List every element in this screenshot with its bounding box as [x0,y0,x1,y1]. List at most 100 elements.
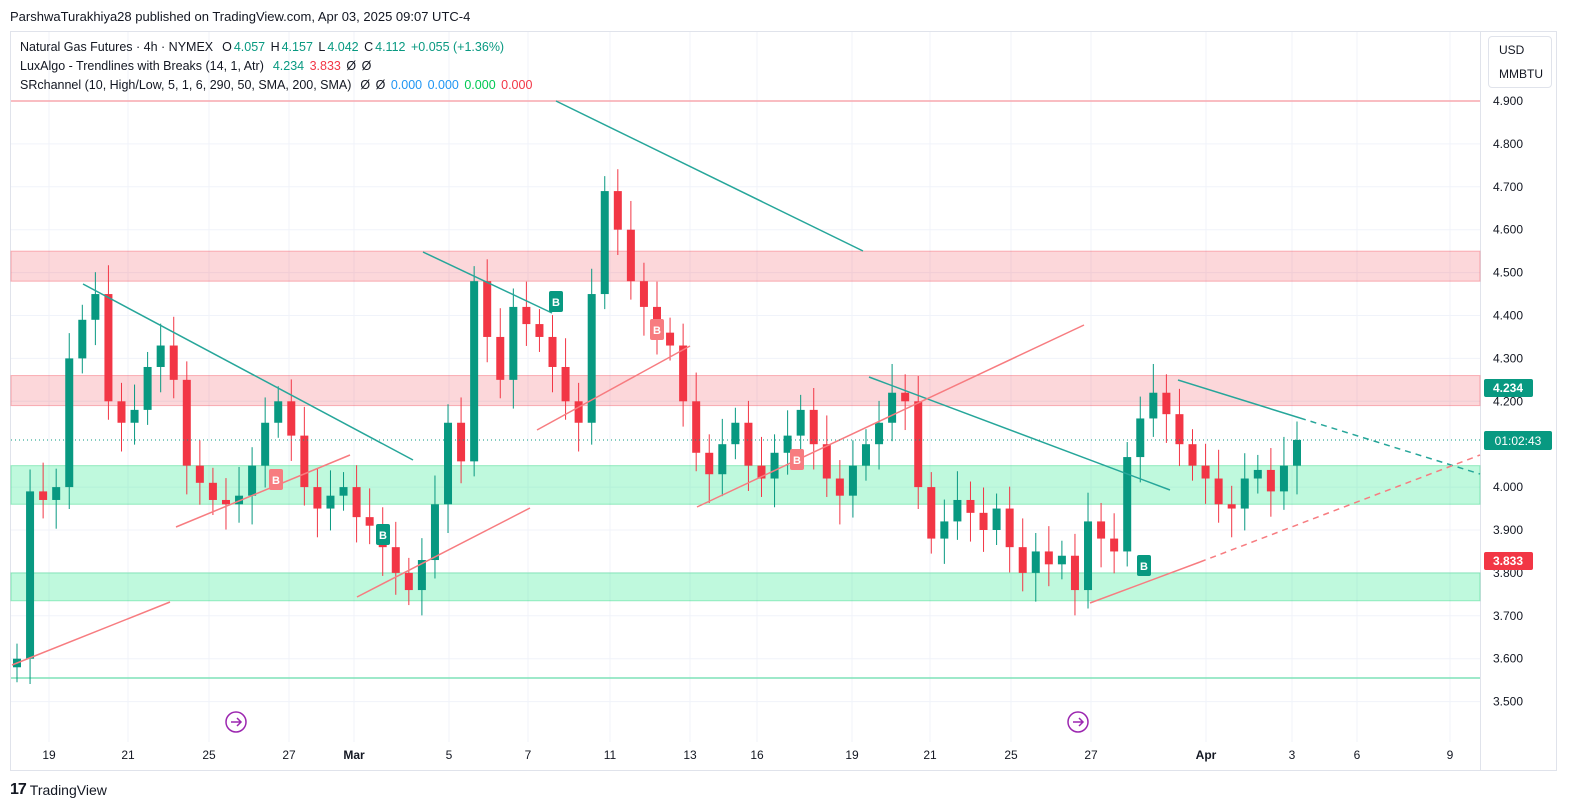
candle-body [221,499,230,505]
candle-body [91,294,100,320]
candle-body [1201,465,1210,479]
h-label: H [270,40,280,54]
footer-brand[interactable]: 17 TradingView [10,781,107,799]
candle-body [692,401,701,453]
symbol-title[interactable]: Natural Gas Futures · 4h · NYMEX [20,40,214,54]
srchannel-title[interactable]: SRchannel (10, High/Low, 5, 1, 6, 290, 5… [20,78,352,92]
candle-body [1227,504,1236,509]
y-tick-label: 3.500 [1493,695,1523,709]
candle-body [561,366,570,402]
x-tick-label: 19 [845,748,859,762]
candle-body [718,444,727,475]
buy-marker-label: B [1140,561,1148,573]
candle-body [52,487,61,500]
x-tick-label: 16 [750,748,764,762]
candle-body [78,319,87,359]
luxalgo-title[interactable]: LuxAlgo - Trendlines with Breaks (14, 1,… [20,59,264,73]
candle-body [1149,392,1158,419]
y-tick-label: 4.900 [1493,94,1523,108]
sr-v3: 0.000 [390,78,423,92]
candle-body [1110,538,1119,552]
y-tick-label: 4.300 [1493,351,1523,365]
candle-body [248,465,257,496]
trendline-down [555,100,864,252]
x-tick-label: 27 [282,748,296,762]
candle-body [522,306,531,325]
candle-body [1084,521,1093,591]
legend-luxalgo: LuxAlgo - Trendlines with Breaks (14, 1,… [20,59,373,73]
candle-body [274,401,283,423]
candle-body [1253,469,1262,479]
candle-body [417,560,426,591]
candle-body [483,281,492,337]
legend-main: Natural Gas Futures · 4h · NYMEX O 4.057 … [20,40,506,54]
buy-marker [549,291,563,312]
x-tick-label: Apr [1196,748,1217,762]
change-value: +0.055 (+1.36%) [410,40,505,54]
lower-price-badge [1484,552,1533,570]
o-label: O [222,40,232,54]
lux-lower: 3.833 [309,59,341,73]
candle-body [1214,478,1223,505]
trendline-down [868,376,1171,491]
candle-body [1162,392,1171,415]
candle-body [1266,469,1275,492]
x-tick-label: 7 [525,748,532,762]
candle-body [783,435,792,453]
currency-label: USD [1499,43,1525,57]
resistance-zone [10,375,1481,407]
sr-na-1: Ø [360,78,371,92]
candle-body [1279,465,1288,492]
candle-body [731,422,740,445]
candle-body [509,306,518,380]
candle-body [287,401,296,436]
trendline-up [356,507,531,598]
candle-body [927,487,936,539]
l-label: L [318,40,326,54]
lower-price-label: 3.833 [1493,554,1523,568]
x-tick-label: 9 [1447,748,1454,762]
lux-na-1: Ø [346,59,357,73]
chart-pane[interactable] [10,31,1481,771]
unit-selector[interactable]: USD MMBTU [1488,36,1552,88]
support-zone [10,572,1481,602]
candle-body [169,345,178,380]
trendline-up [696,324,1085,508]
tradingview-logo-icon: 17 [10,781,27,798]
candle-body [130,409,139,423]
candle-body [208,482,217,500]
o-value: 4.057 [233,40,266,54]
candle-body [914,401,923,488]
trendline-down [1177,379,1301,419]
candle-body [365,517,374,526]
candle-body [1293,439,1301,466]
candle-body [26,491,35,659]
sr-na-2: Ø [375,78,386,92]
candle-body [65,358,74,488]
candle-body [182,379,191,466]
candle-body [535,324,544,337]
candle-body [757,465,766,479]
candle-body [326,495,335,509]
trendline-down-projection [1299,417,1481,475]
candle-body [1031,551,1040,573]
candle-body [875,422,884,445]
candle-body [809,409,818,445]
candle-body [339,487,348,496]
price-scale[interactable] [1481,31,1557,771]
candle-body [39,491,48,500]
buy-marker-label: B [379,530,387,542]
candle-body [888,392,897,423]
candle-body [430,504,439,561]
event-arrow-icon [231,717,243,727]
y-tick-label: 3.600 [1493,652,1523,666]
candle-body [470,281,479,462]
candle-body [940,521,949,539]
y-tick-label: 4.400 [1493,309,1523,323]
x-tick-label: 5 [446,748,453,762]
candle-body [496,336,505,380]
upper-price-label: 4.234 [1493,381,1523,395]
trendline-up-projection [1199,454,1481,563]
upper-price-badge [1484,379,1533,397]
